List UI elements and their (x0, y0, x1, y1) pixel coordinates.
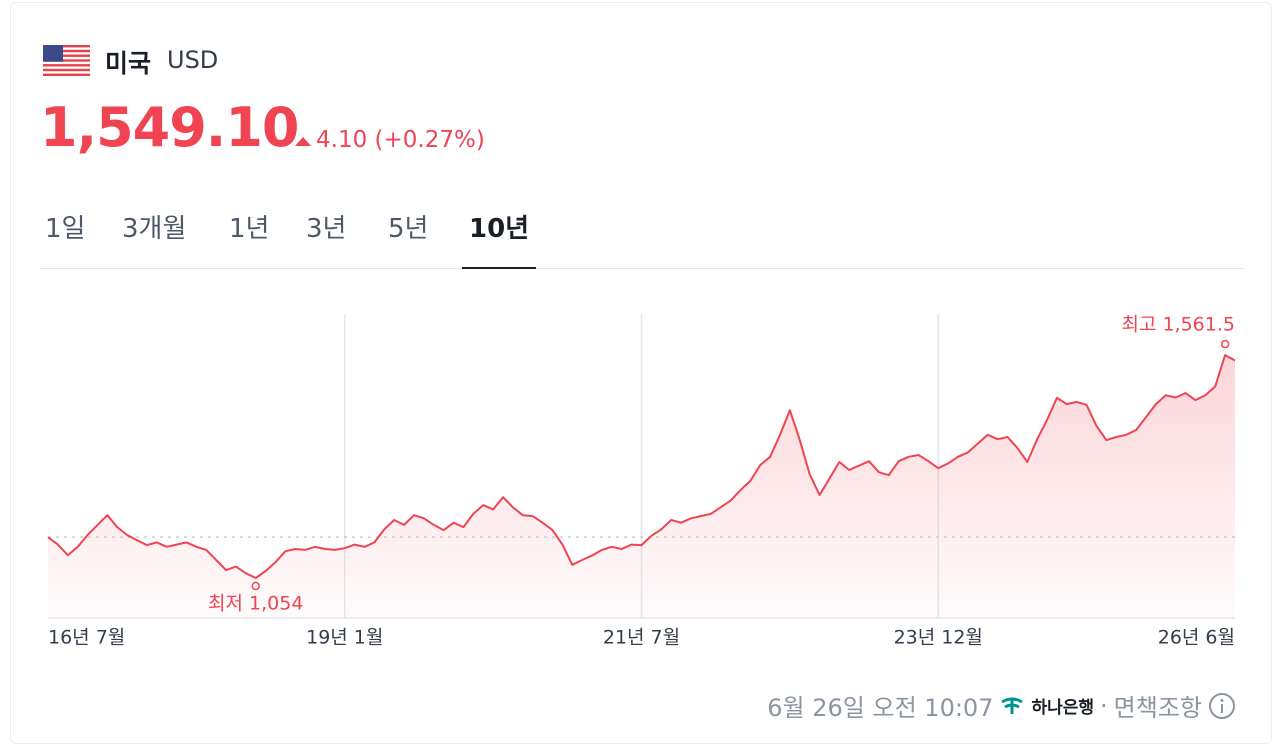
period-tab[interactable]: 5년 (388, 214, 429, 244)
period-tabs: 1일 3개월 1년 3년 5년 10년 (40, 200, 1244, 269)
period-tab[interactable]: 3년 (306, 214, 347, 244)
up-arrow-icon (295, 137, 311, 146)
bank-logo (1001, 697, 1024, 714)
separator: · (1100, 691, 1108, 720)
line (47, 354, 1236, 579)
annotation: 최고 1,561.5 (1121, 314, 1235, 336)
flag-icon (43, 45, 90, 76)
period-tab[interactable]: 1일 (45, 214, 86, 244)
footer: 6월 26일 오전 10:07 하나은행 · 면책조항 (767, 688, 1236, 723)
period-tab[interactable]: 3개월 (122, 214, 187, 244)
bank-name: 하나은행 (1031, 698, 1095, 718)
x-tick-label: 26년 6월 (1158, 627, 1235, 649)
price: 1,549.10 (40, 96, 299, 159)
country-name: 미국 (105, 49, 152, 78)
x-tick-label: 21년 7월 (603, 627, 680, 649)
x-tick-label: 19년 1월 (306, 627, 383, 649)
disclaimer-link[interactable]: 면책조항 (1113, 694, 1202, 722)
x-tick-label: 23년 12월 (894, 627, 983, 649)
annotation: 최저 1,054 (208, 593, 303, 615)
chart: 16년 7월 19년 1월 21년 7월 23년 12월 26년 6월 최저 1,054 최… (47, 314, 1236, 649)
info-icon[interactable] (1208, 692, 1236, 720)
extreme-marker (251, 581, 260, 591)
period-tab[interactable]: 1년 (229, 214, 270, 244)
page: {"header": {"country": "미국", "currency":… (10, 2, 1272, 744)
price-change: 4.10 (+0.27%) (316, 127, 485, 153)
line-area (48, 355, 1235, 618)
timestamp: 6월 26일 오전 10:07 (767, 694, 994, 722)
period-tab[interactable]: 10년 (462, 208, 537, 269)
extreme-marker (1220, 339, 1230, 349)
x-tick-label: 16년 7월 (48, 627, 125, 649)
currency-code: USD (167, 46, 219, 74)
